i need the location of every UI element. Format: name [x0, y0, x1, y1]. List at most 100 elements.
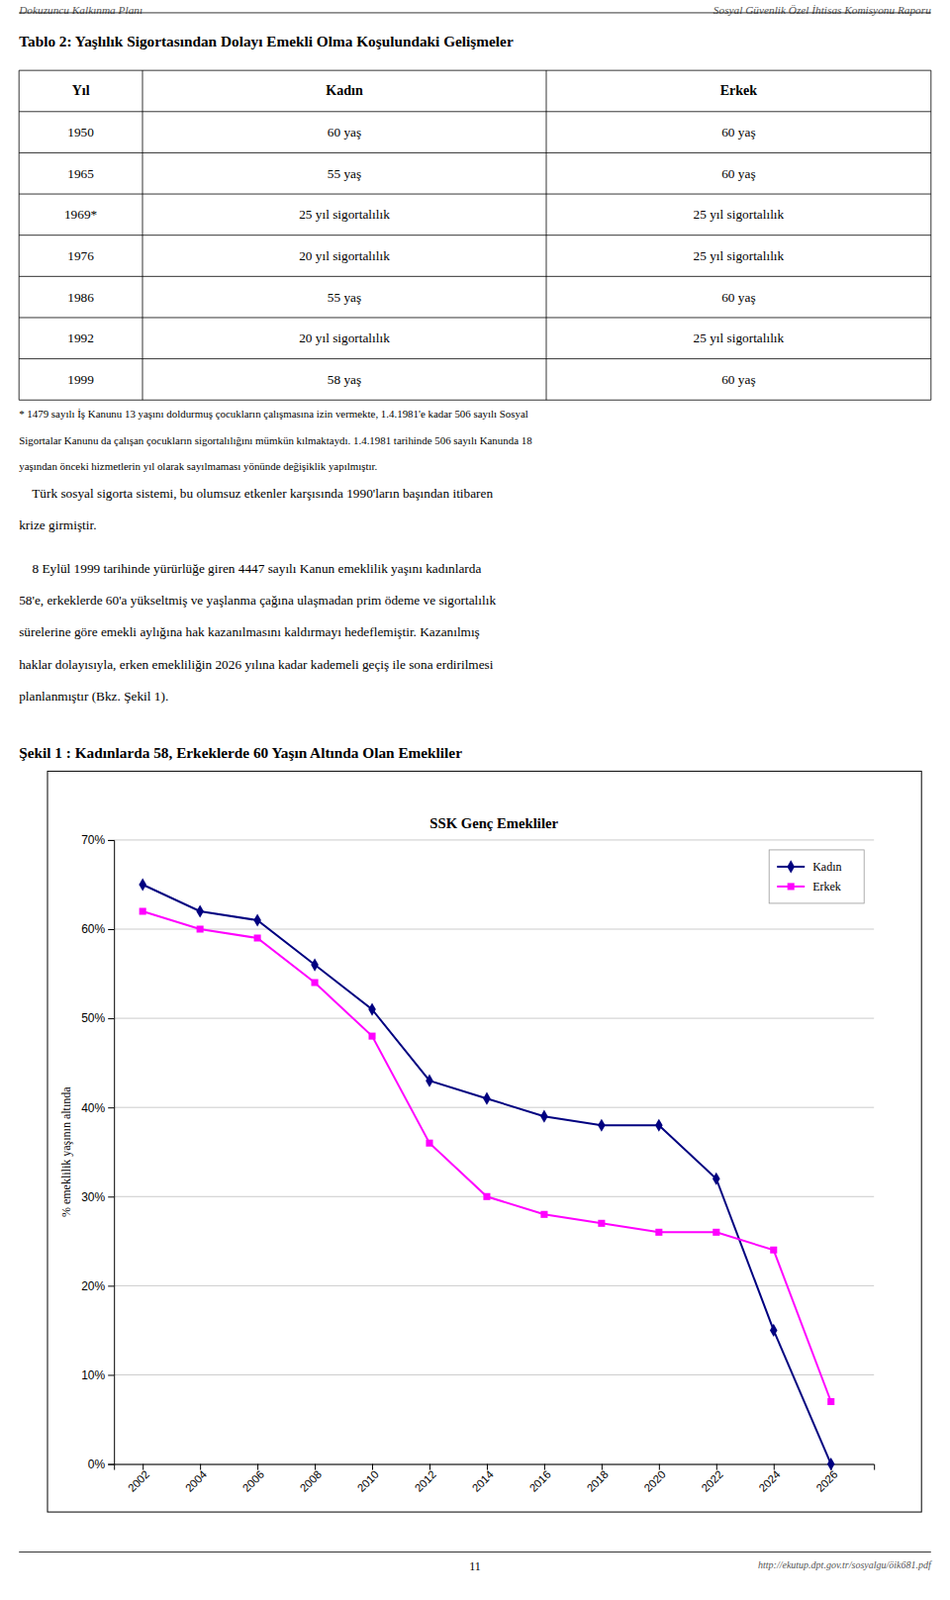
table-cell: 1986 [67, 289, 95, 305]
page-number: 11 [469, 1559, 481, 1574]
figure-frame [47, 770, 922, 1513]
footnote: Sigortalar Kanunu da çalışan çocukların … [18, 434, 533, 447]
series-point [597, 1119, 606, 1133]
x-tick-label: 2012 [412, 1468, 439, 1495]
y-tick-mark [107, 1374, 114, 1376]
series-line [142, 911, 832, 1402]
series-point [540, 1110, 549, 1124]
x-tick-label: 2002 [125, 1468, 152, 1495]
table-cell: 1969* [64, 206, 98, 222]
grid-line [113, 1196, 874, 1198]
legend-frame [768, 850, 864, 904]
legend-marker [787, 882, 795, 890]
footer-rule [18, 1551, 932, 1553]
legend-entry: Kadın [812, 859, 842, 874]
table-rule [18, 152, 932, 154]
table-cell: 60 yaş [721, 124, 756, 140]
series-point [254, 934, 262, 942]
grid-line [113, 1018, 874, 1020]
x-tick: 2014 [470, 1464, 496, 1495]
series-point [655, 1119, 664, 1133]
body-text: planlanmıştır (Bkz. Şekil 1). [18, 688, 169, 704]
x-tick: 2026 [813, 1464, 840, 1495]
grid [113, 840, 874, 1465]
page: Dokuzuncu Kalkınma PlanıSosyal Güvenlik … [0, 0, 950, 1600]
page-header: Sosyal Güvenlik Özel İhtisas Komisyonu R… [713, 3, 932, 16]
table-rule [18, 316, 932, 318]
x-tick-label: 2024 [756, 1468, 782, 1495]
table-rule [18, 276, 932, 278]
x-tick: 2006 [240, 1464, 267, 1495]
x-tick-label: 2022 [698, 1468, 725, 1495]
y-tick-mark [107, 840, 114, 842]
x-axis: 2002200420062008201020122014201620182020… [114, 1464, 875, 1495]
y-tick-mark [107, 1196, 114, 1198]
series-point [138, 877, 147, 891]
footnote: * 1479 sayılı İş Kanunu 13 yaşını doldur… [18, 407, 529, 420]
x-tick: 2022 [698, 1464, 725, 1495]
x-tick-label: 2020 [642, 1468, 668, 1495]
table-cell: 1976 [67, 248, 95, 264]
series-point [712, 1172, 721, 1186]
grid-line [113, 1285, 874, 1287]
table-cell: 20 yıl sigortalılık [298, 330, 390, 346]
table-cell: 55 yaş [327, 289, 362, 305]
figure-title: Şekil 1 : Kadınlarda 58, Erkeklerde 60 Y… [18, 744, 463, 761]
body-text: Türk sosyal sigorta sistemi, bu olumsuz … [18, 485, 493, 501]
table-rule [18, 70, 20, 400]
series-point [425, 1140, 433, 1147]
series-point [196, 925, 204, 933]
table-rule [930, 70, 932, 400]
y-tick: 10% [81, 1368, 114, 1383]
series-point [482, 1193, 490, 1201]
plot-marks [138, 877, 835, 1471]
y-tick: 30% [81, 1190, 114, 1205]
x-tick: 2024 [756, 1464, 782, 1495]
x-tick-label: 2014 [470, 1468, 496, 1495]
y-tick: 40% [81, 1101, 114, 1116]
series-point [482, 1092, 491, 1106]
x-tick: 2004 [183, 1464, 209, 1495]
table-cell: 25 yıl sigortalılık [693, 206, 785, 222]
y-tick-mark [107, 1018, 114, 1020]
page-url: http://ekutup.dpt.gov.tr/sosyalgu/öik681… [758, 1559, 933, 1571]
series-point [827, 1457, 836, 1471]
header-rule [18, 11, 932, 13]
y-tick-label: 0% [88, 1457, 106, 1472]
x-tick: 2008 [297, 1464, 324, 1495]
x-tick-label: 2008 [297, 1468, 324, 1495]
x-tick-label: 2006 [240, 1468, 267, 1495]
y-tick-mark [107, 1107, 114, 1109]
grid-line [113, 1107, 874, 1109]
y-tick: 70% [81, 833, 114, 848]
legend-marker [786, 859, 795, 873]
body-text: 58'e, erkeklerde 60'a yükseltmiş ve yaşl… [18, 592, 496, 608]
y-tick-label: 70% [81, 833, 105, 848]
grid-line [113, 1374, 874, 1376]
table-rule [18, 70, 932, 72]
series-point [769, 1246, 777, 1254]
y-axis-title: % emeklilik yaşının altında [59, 1086, 74, 1218]
table-rule [18, 358, 932, 360]
body-text: haklar dolayısıyla, erken emekliliğin 20… [18, 657, 494, 672]
series-point [310, 957, 319, 971]
y-tick-mark [107, 1285, 114, 1287]
body-text: krize girmiştir. [18, 517, 96, 533]
footnote: yaşından önceki hizmetlerin yıl olarak s… [18, 460, 378, 473]
x-tick: 2020 [642, 1464, 668, 1495]
x-tick: 2010 [355, 1464, 381, 1495]
table-cell: 20 yıl sigortalılık [298, 248, 390, 264]
table-header: Yıl [72, 83, 91, 98]
table-cell: 25 yıl sigortalılık [693, 248, 785, 264]
chart-title: SSK Genç Emekliler [429, 815, 559, 832]
series-point [195, 904, 204, 918]
table-cell: 1965 [67, 166, 95, 182]
table-cell: 1999 [67, 372, 95, 387]
chart: SSK Genç Emekliler 2002 2004 2006 2008 2010 20… [59, 815, 875, 1495]
x-axis-line [114, 1464, 875, 1471]
body-text: sürelerine göre emekli aylığına hak kaza… [18, 624, 480, 640]
x-tick-label: 2010 [355, 1468, 381, 1495]
table-cell: 60 yaş [327, 124, 362, 140]
table-rule [18, 110, 932, 112]
grid-line [113, 839, 874, 841]
